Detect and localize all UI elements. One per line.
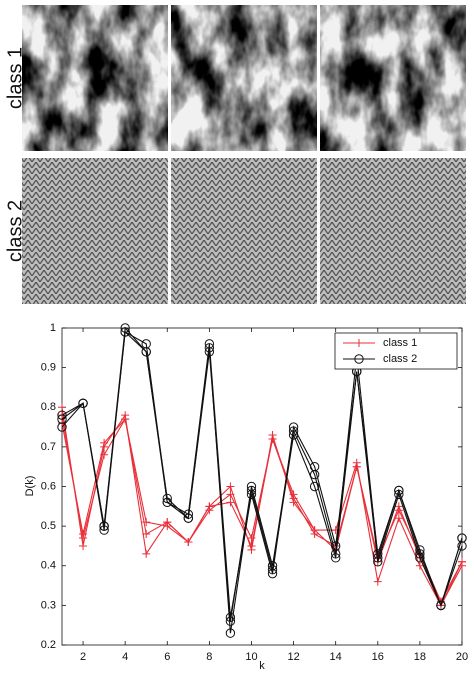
- x-tick-label: 16: [372, 651, 384, 663]
- marker: [352, 462, 361, 471]
- x-tick-label: 18: [414, 651, 426, 663]
- texture-image: [320, 158, 466, 304]
- marker: [57, 410, 67, 420]
- marker: [162, 497, 172, 508]
- y-tick-label: 1: [50, 322, 56, 334]
- marker: [184, 537, 193, 546]
- marker: [58, 403, 66, 412]
- marker: [247, 541, 256, 550]
- marker: [267, 568, 278, 579]
- legend: class 1 class 2: [334, 332, 458, 370]
- legend-label: class 1: [383, 337, 417, 349]
- marker: [142, 530, 151, 539]
- marker: [288, 422, 299, 432]
- texture-image: [171, 5, 317, 151]
- marker: [225, 612, 236, 622]
- marker: [226, 490, 235, 499]
- x-tick-label: 2: [80, 651, 86, 663]
- x-tick-label: 4: [122, 651, 128, 663]
- marker: [99, 521, 109, 531]
- marker: [394, 506, 403, 515]
- x-tick-label: 8: [206, 651, 212, 663]
- x-tick-label: 12: [287, 651, 299, 663]
- texture-image: [171, 158, 317, 304]
- marker: [373, 577, 382, 586]
- y-tick-label: 0.7: [41, 441, 56, 453]
- marker: [309, 481, 320, 492]
- y-tick-label: 0.5: [41, 520, 56, 532]
- marker: [225, 628, 236, 638]
- marker: [310, 526, 319, 535]
- marker: [79, 530, 88, 539]
- x-tick-label: 20: [456, 651, 468, 663]
- marker: [415, 561, 424, 570]
- marker: [268, 434, 277, 443]
- marker: [183, 509, 194, 519]
- y-tick-label: 0.4: [41, 560, 56, 572]
- marker: [415, 545, 425, 555]
- marker: [354, 354, 364, 364]
- x-tick-label: 10: [245, 651, 257, 663]
- marker: [121, 415, 130, 424]
- row-label: class 1: [4, 47, 26, 109]
- y-tick-label: 0.3: [41, 599, 56, 611]
- marker: [226, 498, 235, 507]
- marker: [204, 339, 215, 349]
- marker: [78, 398, 88, 408]
- marker: [120, 327, 130, 337]
- texture-image: [320, 5, 466, 151]
- marker: [436, 600, 446, 611]
- marker: [226, 482, 235, 491]
- marker: [79, 541, 88, 550]
- marker: [458, 557, 466, 566]
- y-tick-label: 0.9: [41, 362, 56, 374]
- marker: [246, 489, 257, 500]
- marker: [394, 514, 403, 523]
- marker: [247, 534, 256, 543]
- y-tick-label: 0.8: [41, 401, 56, 413]
- x-tick-label: 6: [164, 651, 170, 663]
- marker: [373, 549, 383, 559]
- series-line: [61, 326, 463, 634]
- marker: [289, 490, 298, 499]
- y-tick-label: 0.2: [41, 639, 56, 651]
- legend-label: class 2: [383, 353, 417, 365]
- texture-images: class 1 class 2: [4, 5, 466, 304]
- marker: [205, 502, 214, 511]
- series-line: [61, 417, 463, 603]
- legend-box: [334, 332, 458, 370]
- row-label: class 2: [4, 200, 26, 262]
- x-tick-label: 14: [330, 651, 342, 663]
- marker: [355, 339, 363, 347]
- marker: [100, 438, 109, 447]
- texture-image: [22, 158, 168, 304]
- texture-image: [22, 5, 168, 151]
- marker: [57, 422, 67, 432]
- marker: [330, 541, 341, 551]
- marker: [457, 533, 467, 543]
- x-axis-label: k: [259, 660, 265, 672]
- marker: [163, 518, 172, 527]
- marker: [142, 549, 151, 558]
- y-axis-label: D(k): [24, 476, 36, 497]
- y-tick-label: 0.6: [41, 480, 56, 492]
- marker: [309, 461, 320, 472]
- marker: [141, 339, 151, 349]
- marker: [394, 485, 404, 496]
